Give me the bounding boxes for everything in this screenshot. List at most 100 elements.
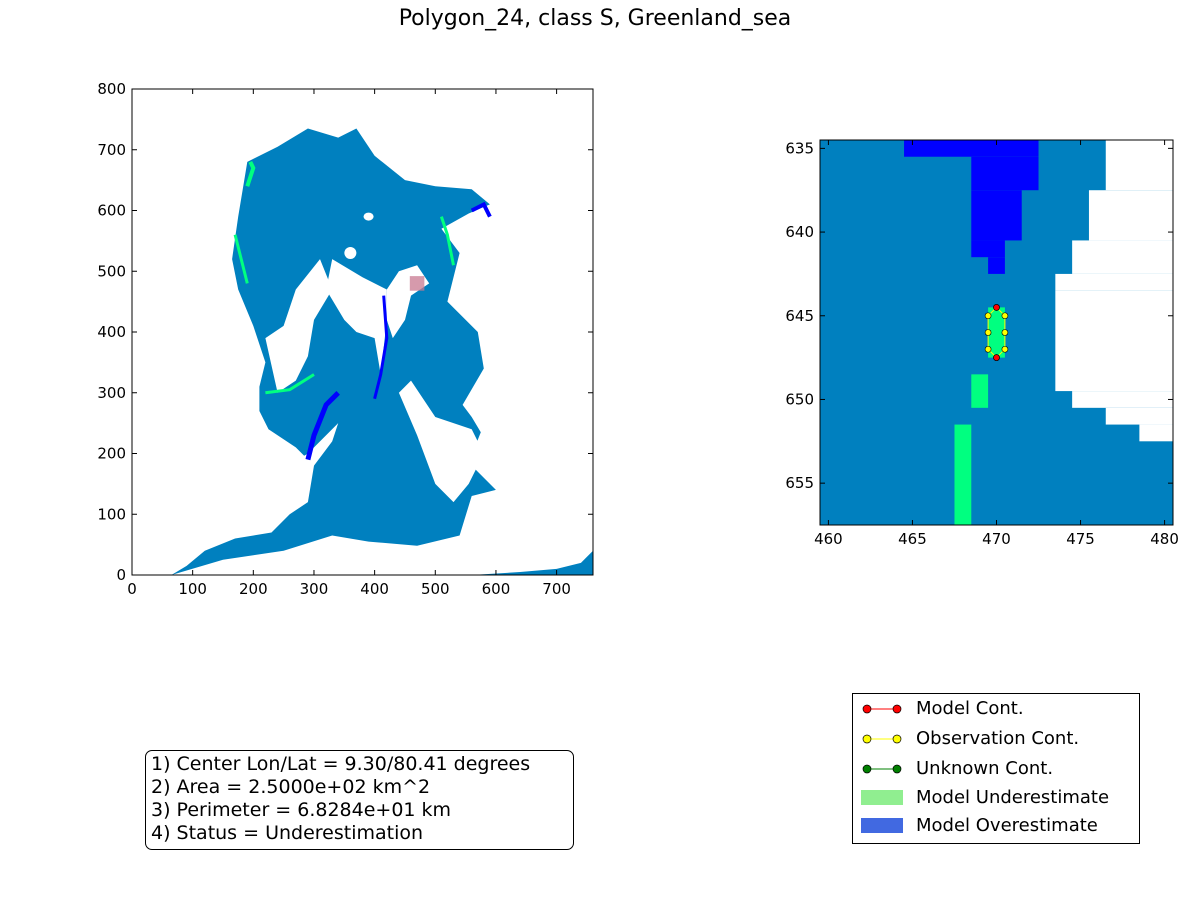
land-cell [1072, 391, 1173, 408]
island-land [277, 423, 339, 478]
island-land [363, 212, 374, 221]
land-cell [1055, 273, 1173, 291]
polygon-highlight-marker [409, 276, 425, 291]
underestimate-patch [265, 373, 315, 395]
legend-label: Observation Cont. [916, 728, 1080, 749]
land-cell [1055, 290, 1173, 392]
observation-contour-swatch [862, 734, 902, 744]
x-tick-label: 480 [1150, 530, 1179, 548]
greenland-land [326, 259, 387, 375]
map-x-axis: 0 100 200 300 400 500 600 700 [127, 89, 571, 598]
x-tick-label: 0 [127, 580, 137, 598]
unknown-contour-swatch [862, 764, 902, 774]
overestimate-patch-swatch [861, 818, 903, 833]
legend-item-model-cont: Model Cont. [853, 697, 1139, 721]
legend-item-observation-cont: Observation Cont. [853, 727, 1139, 751]
map-y-axis: 0 100 200 300 400 500 600 700 800 [97, 80, 593, 584]
info-perimeter: 3) Perimeter = 6.8284e+01 km [151, 799, 452, 821]
y-tick-label: 700 [97, 141, 126, 159]
x-tick-label: 100 [178, 580, 207, 598]
land-cell [1139, 424, 1173, 442]
x-tick-label: 500 [421, 580, 450, 598]
x-tick-label: 600 [482, 580, 511, 598]
legend-item-unknown-cont: Unknown Cont. [853, 757, 1139, 781]
underestimate-cell [954, 424, 972, 525]
y-tick-label: 650 [785, 390, 814, 408]
overestimate-cell [971, 190, 1022, 241]
zoom-panel: 460 465 470 475 480 635 640 645 650 655 [785, 139, 1179, 548]
land-cell [1088, 190, 1173, 241]
ocean-polygon [471, 550, 593, 575]
legend-item-model-overestimate: Model Overestimate [853, 814, 1139, 838]
x-tick-label: 700 [542, 580, 571, 598]
legend-label: Unknown Cont. [916, 758, 1054, 779]
y-tick-label: 400 [97, 323, 126, 341]
underestimate-patch [245, 161, 256, 187]
x-tick-label: 465 [898, 530, 927, 548]
x-tick-label: 200 [239, 580, 268, 598]
overestimate-patch [305, 391, 340, 461]
y-tick-label: 600 [97, 202, 126, 220]
zoom-cells [904, 140, 1173, 525]
overestimate-patch [373, 295, 389, 400]
legend-label: Model Overestimate [916, 815, 1098, 836]
overestimate-cell [904, 140, 1039, 157]
x-tick-label: 460 [814, 530, 843, 548]
observation-contour-point [984, 345, 992, 353]
observation-contour-point [984, 312, 992, 320]
figure-title: Polygon_24, class S, Greenland_sea [398, 6, 792, 31]
legend: Model Cont. Observation Cont. Unknown Co… [852, 693, 1140, 844]
y-tick-label: 100 [97, 505, 126, 523]
x-tick-label: 400 [360, 580, 389, 598]
observation-contour-point [1001, 312, 1009, 320]
legend-item-model-underestimate: Model Underestimate [853, 786, 1139, 810]
y-tick-label: 645 [785, 307, 814, 325]
observation-contour-point [984, 329, 992, 336]
y-tick-label: 640 [785, 223, 814, 241]
overestimate-patch [470, 201, 492, 218]
underestimate-patch [439, 216, 455, 266]
archipelago-land [265, 259, 333, 393]
observation-contour-point [1001, 329, 1009, 336]
zoom-contours [984, 304, 1009, 361]
x-tick-label: 470 [982, 530, 1011, 548]
overestimate-cell [971, 156, 1039, 191]
land-cell [1072, 240, 1173, 274]
underestimate-cell [988, 307, 1005, 358]
y-tick-label: 0 [116, 566, 126, 584]
land-cell [1105, 407, 1173, 425]
y-tick-label: 655 [785, 474, 814, 492]
legend-label: Model Cont. [916, 698, 1024, 719]
y-tick-label: 500 [97, 262, 126, 280]
model-contour-swatch [862, 704, 902, 714]
overestimate-cell [988, 257, 1005, 274]
overview-map-panel: 0 100 200 300 400 500 600 700 0 100 200 300 400 500 6… [97, 80, 594, 598]
x-tick-label: 475 [1066, 530, 1095, 548]
x-tick-label: 300 [300, 580, 329, 598]
ocean-area [171, 128, 593, 575]
island-land [344, 247, 357, 260]
y-tick-label: 635 [785, 139, 814, 157]
y-tick-label: 300 [97, 384, 126, 402]
model-contour-point [993, 354, 1000, 361]
observation-contour-point [1001, 345, 1009, 353]
model-contour-point [993, 304, 1000, 311]
y-tick-label: 200 [97, 445, 126, 463]
ocean-polygon [171, 128, 496, 575]
underestimate-patch-swatch [861, 790, 903, 805]
zoom-x-axis: 460 465 470 475 480 [814, 140, 1179, 548]
y-tick-label: 800 [97, 80, 126, 98]
scandinavia-land [398, 380, 484, 503]
anomaly-patches [233, 161, 492, 461]
underestimate-cell [971, 374, 989, 408]
zoom-y-axis: 635 640 645 650 655 [785, 139, 1173, 492]
polygon-info-box: 1) Center Lon/Lat = 9.30/80.41 degrees 2… [145, 750, 574, 850]
legend-label: Model Underestimate [916, 787, 1110, 808]
land-mask [265, 212, 484, 503]
land-cell [1105, 140, 1173, 191]
underestimate-patch [233, 234, 249, 284]
info-area: 2) Area = 2.5000e+02 km^2 [151, 776, 431, 798]
info-status: 4) Status = Underestimation [151, 822, 424, 844]
info-center: 1) Center Lon/Lat = 9.30/80.41 degrees [151, 753, 531, 775]
